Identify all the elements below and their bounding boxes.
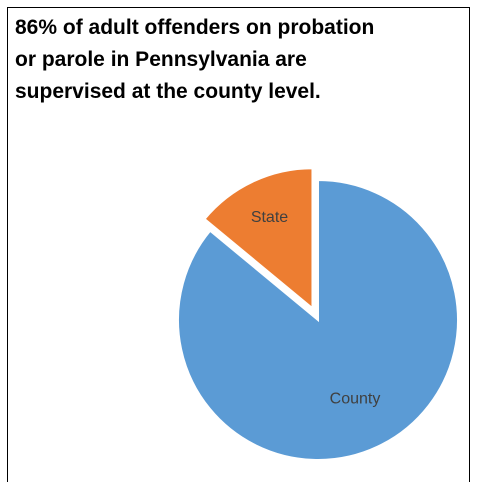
pie-label-state: State xyxy=(251,209,288,226)
pie-label-county: County xyxy=(330,391,381,408)
